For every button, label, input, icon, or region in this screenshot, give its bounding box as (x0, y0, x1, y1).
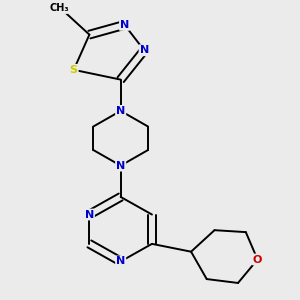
Text: O: O (253, 254, 262, 265)
Text: N: N (116, 160, 125, 171)
Text: CH₃: CH₃ (49, 3, 69, 14)
Text: N: N (85, 209, 94, 220)
Text: N: N (116, 256, 125, 266)
Text: N: N (120, 20, 129, 30)
Text: S: S (70, 65, 78, 75)
Text: N: N (116, 106, 125, 116)
Text: N: N (140, 45, 149, 55)
